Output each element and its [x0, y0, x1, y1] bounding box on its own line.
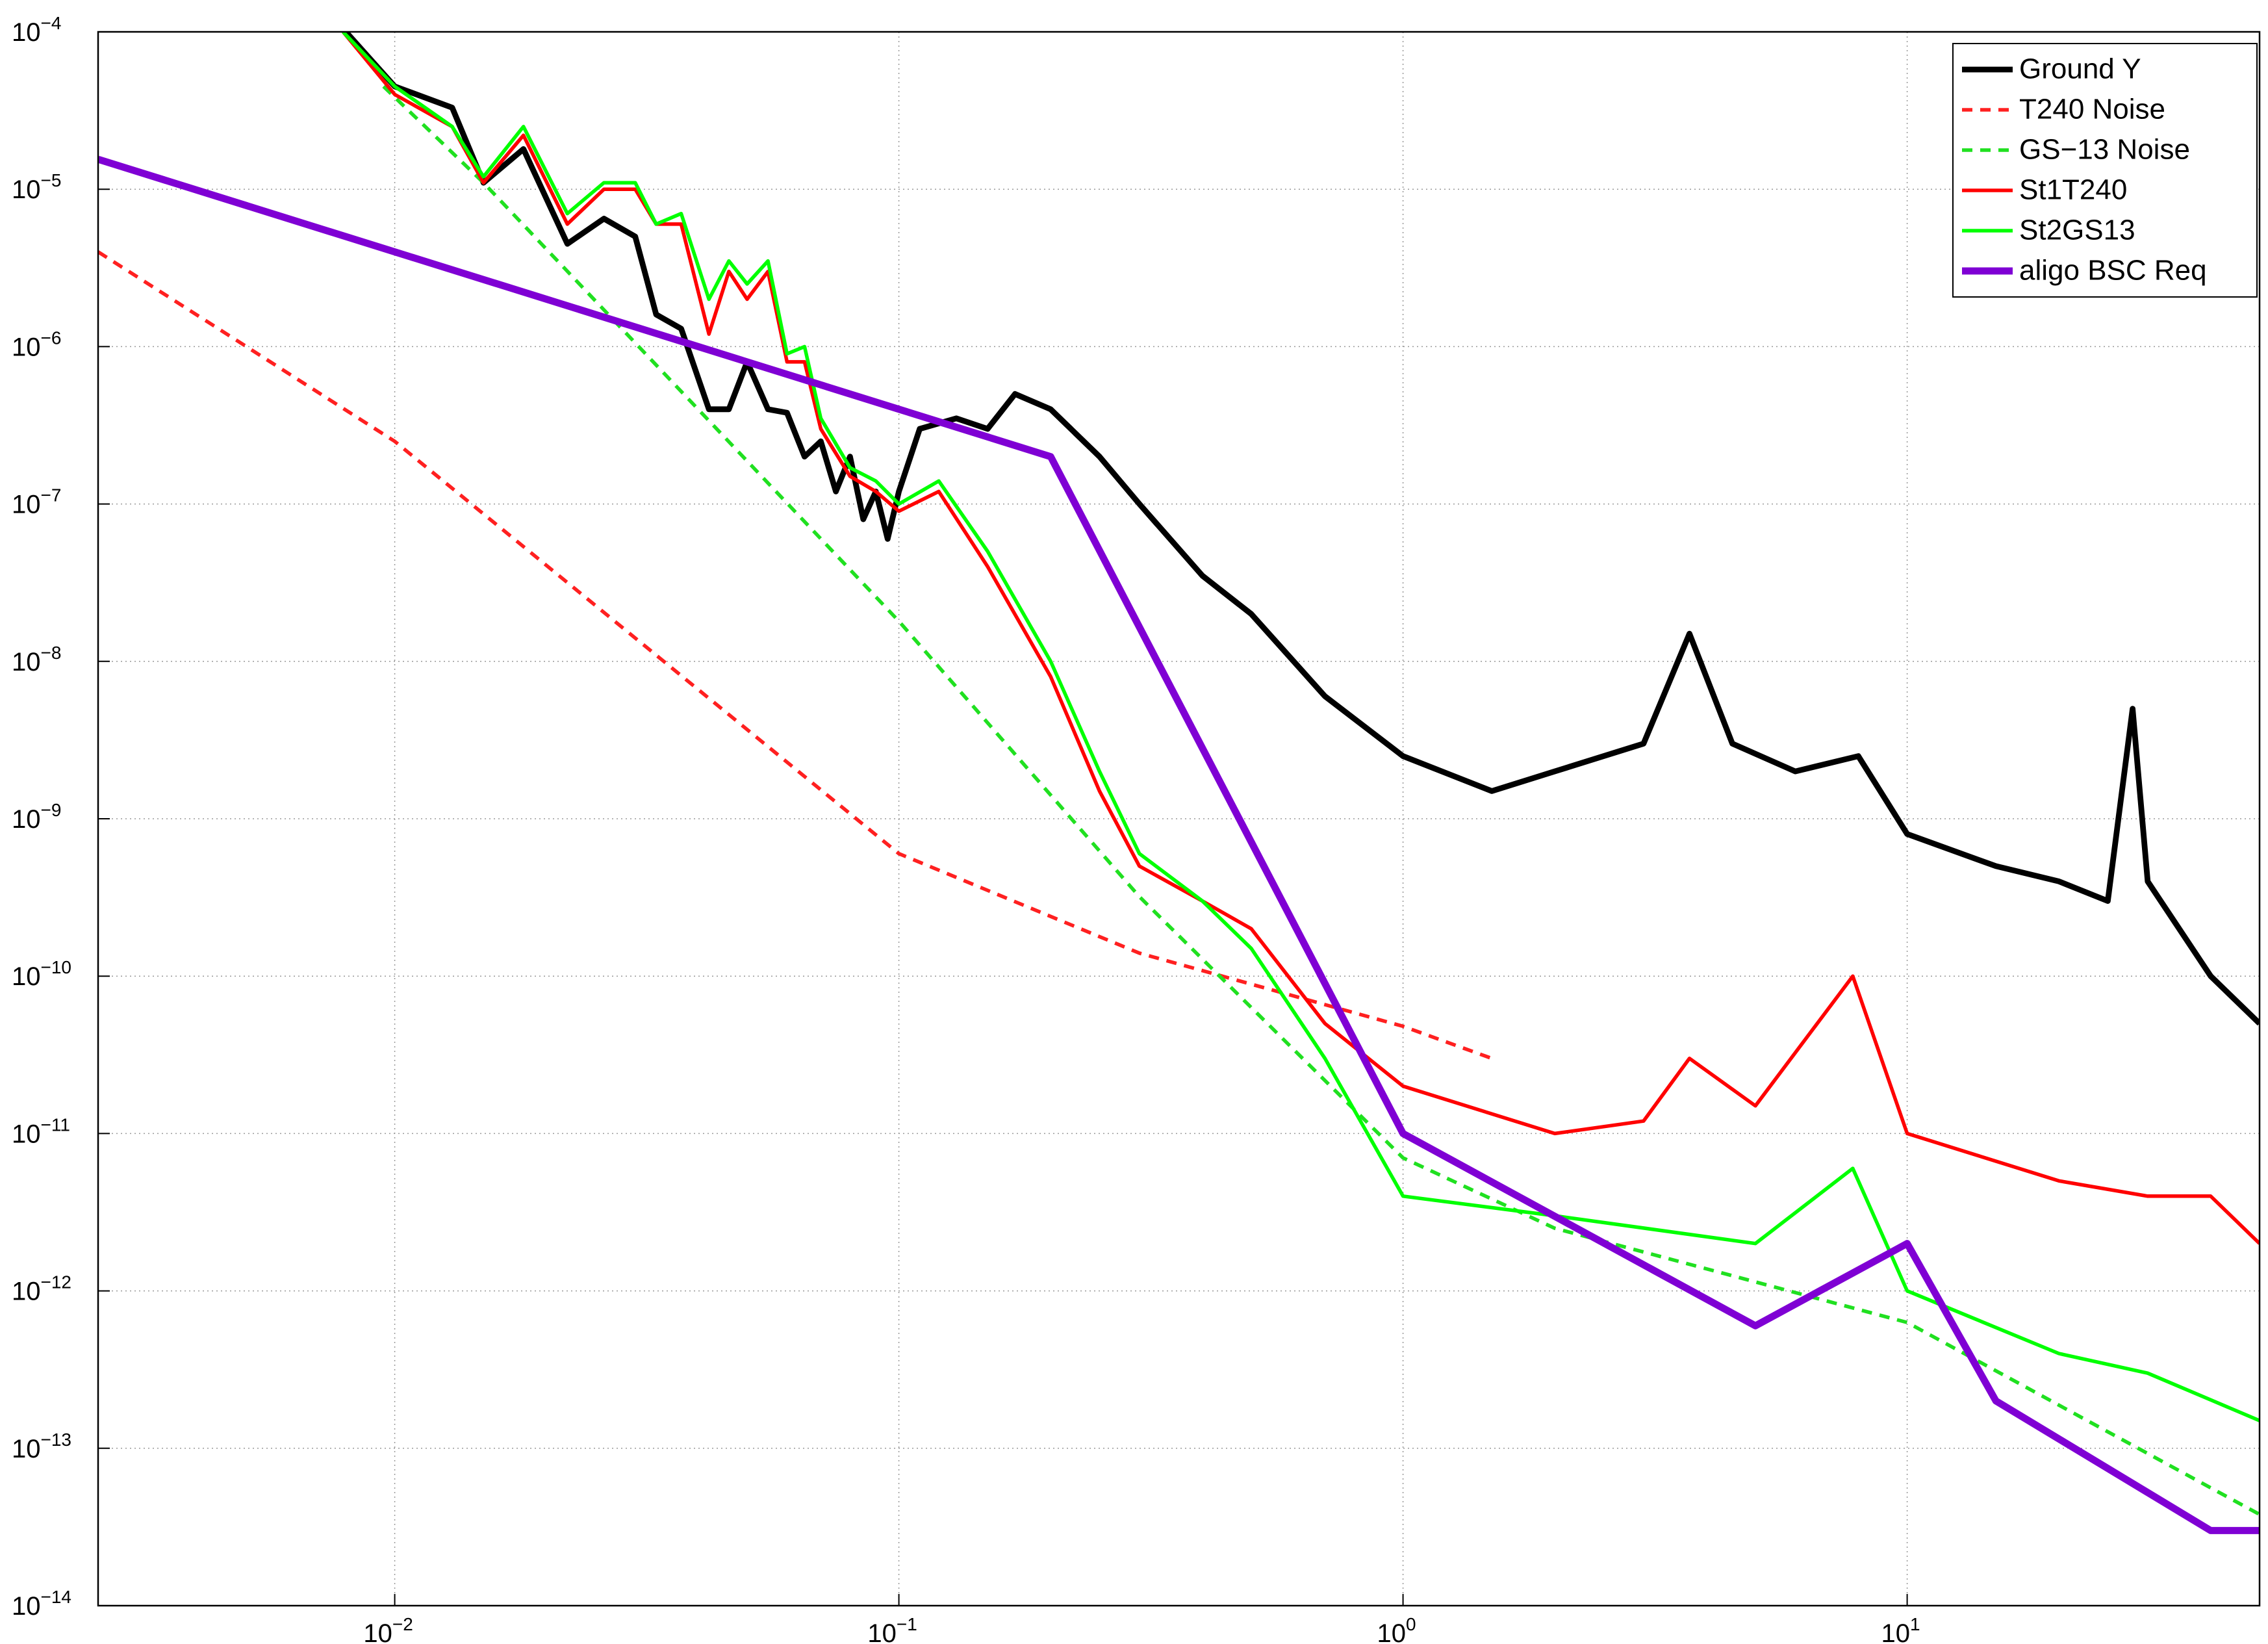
series-line	[382, 85, 2260, 1517]
y-tick-label: 10−7	[12, 485, 61, 519]
y-tick-label: 10−10	[12, 957, 71, 991]
legend-label: St2GS13	[2019, 214, 2135, 246]
x-tick-label: 10−2	[363, 1614, 413, 1644]
legend-box	[1952, 43, 2258, 298]
series-line	[342, 32, 2260, 1422]
y-tick-label: 10−11	[12, 1114, 70, 1148]
legend-label: GS−13 Noise	[2019, 134, 2190, 166]
legend-label: aligo BSC Req	[2019, 255, 2207, 287]
legend-label: Ground Y	[2019, 53, 2141, 85]
series-line	[98, 155, 2260, 1534]
y-tick-label: 10−9	[12, 800, 61, 834]
y-tick-label: 10−14	[12, 1587, 71, 1621]
y-tick-label: 10−6	[12, 328, 61, 361]
plot-lines	[98, 32, 2260, 1534]
x-tick-label: 100	[1377, 1614, 1416, 1644]
ticks: 10−2 10−1 100 101 10−14 10−13 10−12 10−11 10−10 1…	[12, 13, 1920, 1644]
series-line	[344, 32, 2260, 1026]
y-tick-label: 10−5	[12, 170, 61, 204]
y-tick-label: 10−13	[12, 1430, 71, 1463]
y-tick-label: 10−4	[12, 13, 61, 47]
series-line	[341, 32, 2260, 1245]
legend-label: T240 Noise	[2019, 94, 2165, 125]
y-tick-label: 10−12	[12, 1272, 71, 1306]
series-line	[98, 250, 1493, 1060]
legend-label: St1T240	[2019, 174, 2127, 206]
y-tick-label: 10−8	[12, 643, 61, 676]
x-tick-label: 101	[1881, 1614, 1920, 1644]
legend: Ground Y T240 Noise GS−13 Noise St1T240 St2G…	[1952, 43, 2258, 298]
x-tick-label: 10−1	[867, 1614, 917, 1644]
